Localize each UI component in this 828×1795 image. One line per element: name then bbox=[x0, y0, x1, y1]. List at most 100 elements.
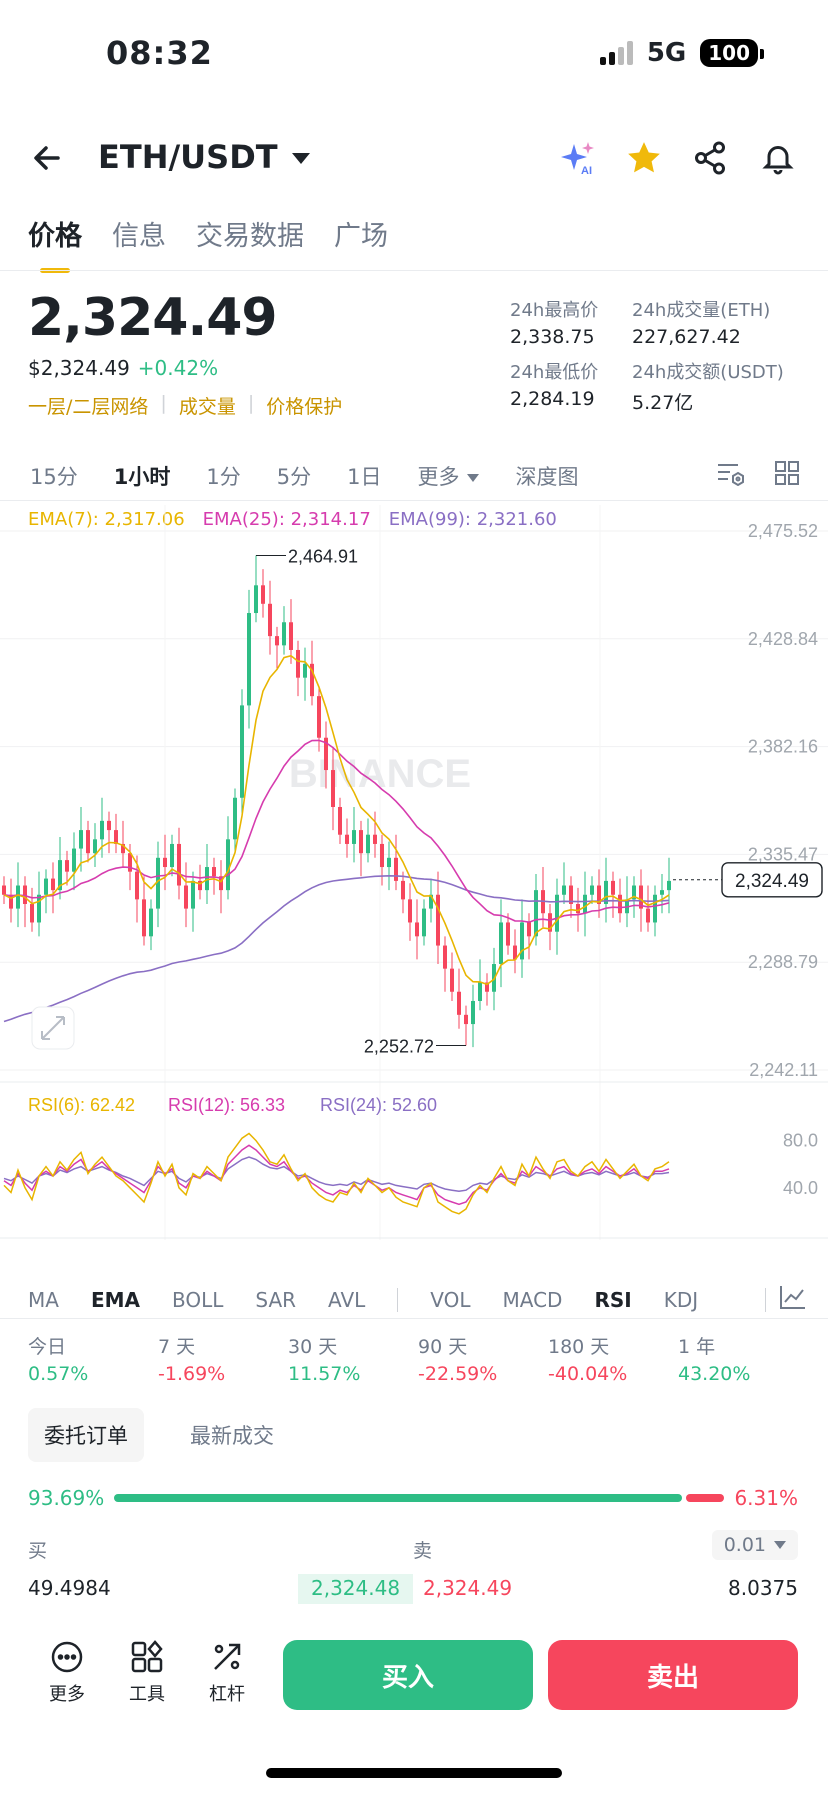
stat-high: 24h最高价 2,338.75 bbox=[510, 296, 632, 348]
indicator-sar[interactable]: SAR bbox=[255, 1287, 297, 1312]
rsi6-line bbox=[3, 1132, 670, 1215]
rsi6-label: RSI(6): 62.42 bbox=[28, 1095, 135, 1115]
candle-body bbox=[422, 908, 426, 937]
interval-5m[interactable]: 5分 bbox=[276, 464, 312, 489]
rsi-tick-label: 80.0 bbox=[783, 1131, 818, 1151]
tab-trading-data[interactable]: 交易数据 bbox=[196, 221, 304, 252]
indicator-macd[interactable]: MACD bbox=[502, 1287, 563, 1312]
orderbook-header: 买 卖 0.01 bbox=[28, 1530, 798, 1563]
indicator-tabs: MA EMA BOLL SAR AVL VOL MACD RSI KDJ bbox=[28, 1283, 808, 1316]
interval-bar: 15分 1小时 1分 5分 1日 更多 深度图 bbox=[30, 460, 800, 491]
precision-select[interactable]: 0.01 bbox=[711, 1530, 798, 1560]
layout-grid-icon[interactable] bbox=[774, 460, 800, 491]
candle-body bbox=[142, 899, 146, 937]
performance-row: 今日 0.57% 7 天 -1.69% 30 天 11.57% 90 天 -22.59%… bbox=[28, 1332, 808, 1385]
candle-body bbox=[254, 585, 258, 614]
candle-body bbox=[359, 830, 363, 854]
candle-body bbox=[16, 885, 20, 909]
indicator-avl[interactable]: AVL bbox=[328, 1287, 366, 1312]
candle-body bbox=[191, 880, 195, 909]
candle-body bbox=[184, 885, 188, 909]
interval-1m[interactable]: 1分 bbox=[206, 464, 241, 489]
candle-body bbox=[618, 894, 622, 914]
more-button[interactable]: 更多 bbox=[32, 1640, 102, 1706]
leverage-label: 杠杆 bbox=[209, 1684, 245, 1705]
candle-body bbox=[646, 908, 650, 923]
candle-body bbox=[527, 922, 531, 937]
indicator-kdj[interactable]: KDJ bbox=[663, 1287, 699, 1312]
share-icon[interactable] bbox=[688, 136, 732, 180]
leverage-icon bbox=[214, 1643, 241, 1670]
candle-body bbox=[72, 848, 76, 872]
pair-selector[interactable]: ETH/USDT bbox=[98, 138, 310, 176]
tag-layer-network[interactable]: 一层/二层网络 bbox=[28, 396, 149, 418]
stat-label: 24h最低价 bbox=[510, 362, 599, 383]
tab-price[interactable]: 价格 bbox=[28, 214, 82, 273]
candle-body bbox=[576, 903, 580, 914]
expand-arrows-icon bbox=[41, 1016, 65, 1040]
indicator-ema[interactable]: EMA bbox=[90, 1287, 140, 1312]
y-tick-label: 2,288.79 bbox=[748, 952, 818, 972]
candle-body bbox=[324, 737, 328, 771]
ratio-buy-fill bbox=[114, 1494, 683, 1502]
interval-1h[interactable]: 1小时 bbox=[113, 464, 171, 489]
tools-button[interactable]: 工具 bbox=[112, 1640, 182, 1706]
chart-settings-icon[interactable] bbox=[716, 460, 746, 491]
indicator-rsi[interactable]: RSI bbox=[594, 1287, 632, 1312]
candle-body bbox=[114, 830, 118, 844]
candle-body bbox=[212, 867, 216, 877]
candle-body bbox=[450, 968, 454, 992]
candle-body bbox=[345, 834, 349, 844]
tab-latest-trades[interactable]: 最新成交 bbox=[190, 1424, 274, 1448]
perf-label: 90 天 bbox=[418, 1336, 468, 1358]
sell-button[interactable]: 卖出 bbox=[548, 1640, 798, 1710]
tag-volume[interactable]: 成交量 bbox=[178, 396, 236, 418]
interval-more[interactable]: 更多 bbox=[417, 461, 480, 491]
ai-sparkle-icon[interactable]: AI bbox=[556, 136, 600, 180]
sell-column-label: 卖 bbox=[413, 1540, 433, 1562]
candle-body bbox=[562, 885, 566, 895]
y-tick-label: 2,475.52 bbox=[748, 521, 818, 541]
rsi12-label: RSI(12): 56.33 bbox=[168, 1095, 285, 1115]
candle-body bbox=[149, 908, 153, 937]
tag-price-protection[interactable]: 价格保护 bbox=[266, 396, 343, 418]
interval-15m[interactable]: 15分 bbox=[30, 464, 78, 489]
more-label: 更多 bbox=[49, 1684, 85, 1705]
star-icon[interactable] bbox=[622, 136, 666, 180]
current-price-label: 2,324.49 bbox=[735, 871, 809, 892]
indicator-boll[interactable]: BOLL bbox=[171, 1287, 224, 1312]
candle-body bbox=[198, 880, 202, 891]
interval-1d[interactable]: 1日 bbox=[347, 464, 382, 489]
orderbook-row[interactable]: 49.4984 2,324.48 2,324.49 8.0375 bbox=[28, 1574, 798, 1606]
stat-value: 227,627.42 bbox=[632, 326, 741, 348]
candle-body bbox=[268, 603, 272, 637]
perf-value: 0.57% bbox=[28, 1363, 89, 1385]
buy-button[interactable]: 买入 bbox=[283, 1640, 533, 1710]
candle-body bbox=[660, 890, 664, 895]
chevron-down-icon bbox=[467, 473, 480, 482]
tab-order-book[interactable]: 委托订单 bbox=[28, 1408, 144, 1462]
stat-label: 24h最高价 bbox=[510, 300, 599, 321]
bell-icon[interactable] bbox=[756, 136, 800, 180]
price-chart[interactable]: 2,475.52 2,428.84 2,382.16 2,335.47 2,288.79… bbox=[0, 505, 828, 1245]
candle-body bbox=[9, 894, 13, 909]
candle-body bbox=[394, 857, 398, 881]
tab-square[interactable]: 广场 bbox=[334, 221, 388, 252]
signal-icon bbox=[599, 41, 633, 65]
indicator-ma[interactable]: MA bbox=[28, 1287, 59, 1312]
stat-low: 24h最低价 2,284.19 bbox=[510, 358, 632, 415]
candle-body bbox=[583, 894, 587, 914]
leverage-button[interactable]: 杠杆 bbox=[192, 1640, 262, 1706]
tag-separator: | bbox=[247, 392, 255, 414]
candle-body bbox=[51, 878, 55, 891]
indicator-vol[interactable]: VOL bbox=[430, 1287, 471, 1312]
back-arrow-icon[interactable] bbox=[28, 138, 68, 178]
depth-chart-tab[interactable]: 深度图 bbox=[515, 464, 579, 489]
candle-body bbox=[380, 843, 384, 868]
tab-info[interactable]: 信息 bbox=[112, 221, 166, 252]
candle-body bbox=[352, 830, 356, 844]
y-tick-label: 2,242.11 bbox=[749, 1060, 818, 1080]
candle-body bbox=[310, 663, 314, 697]
indicator-settings-icon[interactable] bbox=[778, 1283, 808, 1316]
perf-divider bbox=[0, 1318, 828, 1319]
